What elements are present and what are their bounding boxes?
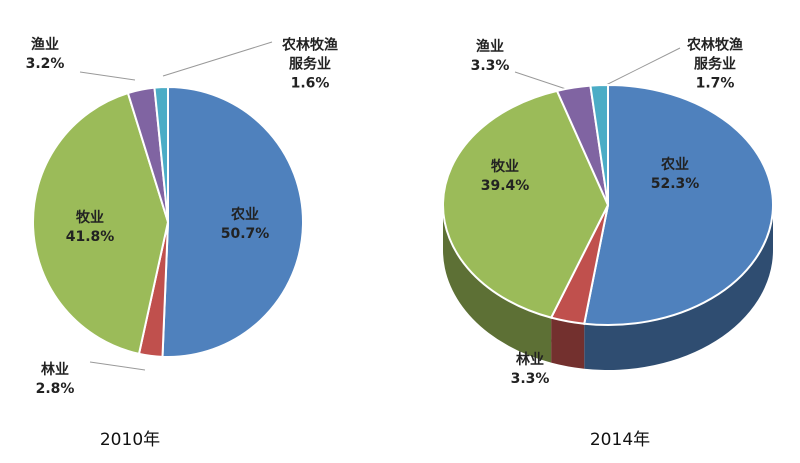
leader-line — [162, 41, 273, 77]
slice-value: 41.8% — [65, 229, 115, 245]
slice-label: 牧业 39.4% — [476, 158, 535, 196]
slice-value: 3.3% — [470, 58, 510, 74]
pie-slice — [32, 91, 170, 356]
slice-category: 林业 — [515, 352, 544, 369]
slice-value: 1.7% — [695, 75, 735, 92]
slice-label: 林业 2.8% — [26, 361, 85, 399]
slice-category: 农林牧渔服务业 — [686, 37, 743, 73]
leader-line — [89, 361, 146, 371]
pie-slice — [161, 85, 304, 358]
pie-slice — [442, 89, 610, 319]
slice-value: 50.7% — [220, 226, 270, 242]
chart-title: 2014年 — [589, 430, 651, 450]
slice-category: 农业 — [230, 207, 259, 224]
chart-title: 2010年 — [99, 430, 161, 450]
slice-side — [443, 205, 552, 363]
pie-slice — [589, 83, 609, 206]
pie-slice — [583, 83, 774, 326]
slice-label: 农业 50.7% — [216, 206, 275, 244]
slice-label: 农林牧渔服务业 1.7% — [686, 37, 745, 94]
leader-line — [599, 47, 681, 89]
slice-value: 3.2% — [25, 56, 65, 72]
leader-line — [79, 71, 136, 81]
slice-label: 农业 52.3% — [646, 156, 705, 194]
slice-label: 渔业 3.3% — [461, 38, 520, 76]
slice-category: 渔业 — [30, 37, 59, 54]
slice-value: 1.6% — [290, 75, 330, 92]
slice-side — [584, 205, 773, 370]
slice-label: 林业 3.3% — [501, 351, 560, 389]
slice-side — [551, 317, 585, 369]
slice-category: 农业 — [660, 157, 689, 174]
slice-value: 52.3% — [650, 176, 700, 192]
slice-value: 39.4% — [480, 178, 530, 194]
slice-label: 农林牧渔服务业 1.6% — [281, 37, 340, 94]
slice-category: 林业 — [40, 362, 69, 379]
slice-value: 3.3% — [510, 371, 550, 387]
slice-label: 渔业 3.2% — [16, 36, 75, 74]
pie-slice — [153, 85, 169, 223]
slice-category: 牧业 — [490, 159, 519, 176]
slice-value: 2.8% — [35, 381, 75, 397]
slice-label: 牧业 41.8% — [61, 209, 120, 247]
slice-category: 渔业 — [475, 39, 504, 56]
slice-category: 牧业 — [75, 210, 104, 227]
slice-category: 农林牧渔服务业 — [281, 37, 338, 73]
